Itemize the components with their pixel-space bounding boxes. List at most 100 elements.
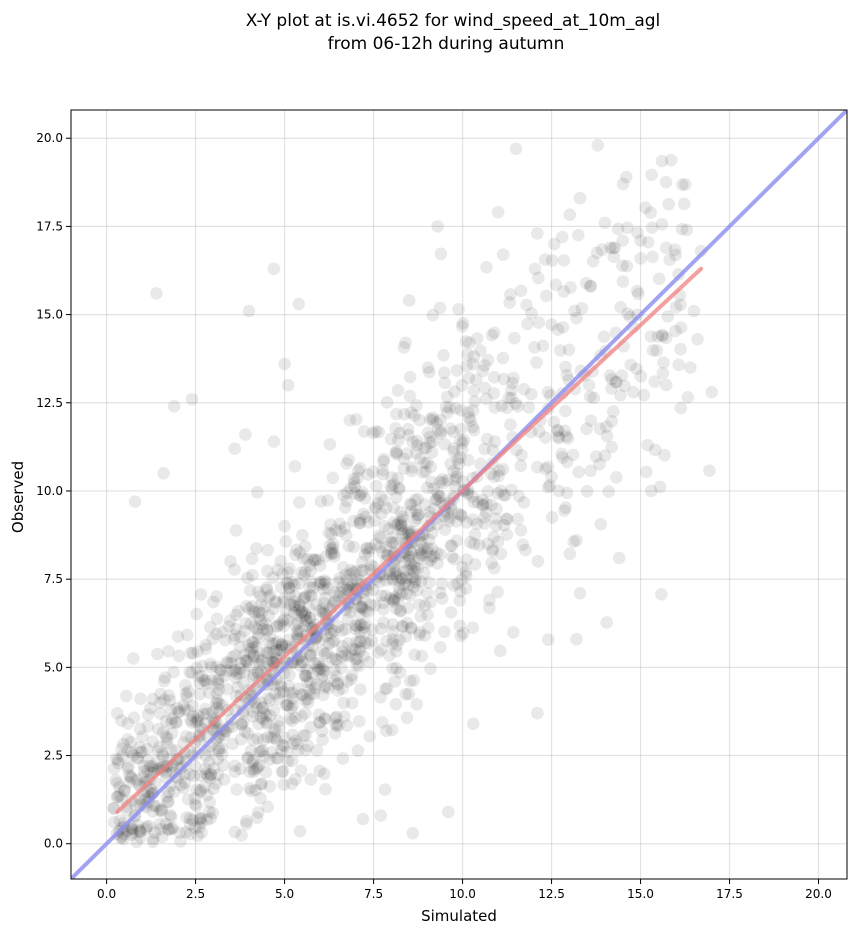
data-point (547, 237, 561, 251)
data-point (332, 576, 345, 589)
data-point (377, 455, 390, 468)
data-point (481, 353, 495, 367)
data-point (188, 821, 202, 835)
data-point (262, 646, 276, 660)
data-point (584, 464, 598, 478)
data-point (254, 695, 267, 709)
data-point (342, 539, 356, 553)
data-point (122, 776, 136, 789)
data-point (261, 691, 275, 705)
data-point (263, 693, 277, 707)
data-point (486, 542, 499, 556)
data-point (319, 622, 333, 636)
data-point (214, 663, 227, 677)
data-point (249, 783, 263, 797)
data-point (133, 823, 147, 837)
data-point (259, 708, 273, 722)
data-point (489, 512, 502, 525)
y-tick-label: 12.5 (36, 396, 63, 410)
data-point (235, 718, 248, 731)
data-point (450, 514, 463, 528)
data-point (228, 563, 241, 576)
data-point (570, 632, 583, 646)
data-point (139, 822, 152, 836)
data-point (615, 369, 629, 382)
data-point (243, 584, 257, 597)
data-point (107, 815, 121, 829)
data-point (400, 447, 414, 460)
data-point (639, 201, 652, 215)
data-point (275, 744, 288, 758)
data-point (347, 540, 361, 554)
data-point (605, 414, 618, 428)
data-point (333, 586, 347, 599)
data-point (305, 589, 319, 603)
data-point (494, 547, 508, 561)
data-point (244, 784, 258, 798)
data-point (573, 191, 587, 205)
data-point (117, 832, 130, 846)
data-point (322, 681, 336, 695)
data-point (251, 485, 264, 499)
data-point (133, 745, 147, 759)
data-point (317, 669, 330, 682)
data-point (247, 650, 261, 663)
data-point (397, 341, 411, 354)
data-point (329, 711, 342, 725)
data-point (245, 552, 259, 566)
data-point (261, 564, 274, 578)
data-point (358, 548, 372, 561)
data-point (312, 578, 326, 591)
x-tick-label: 5.0 (275, 887, 294, 901)
data-point (479, 505, 493, 519)
data-point (198, 780, 211, 794)
data-point (506, 376, 519, 390)
data-point (293, 625, 307, 638)
data-point (246, 568, 259, 582)
data-point (404, 557, 418, 571)
data-point (349, 652, 363, 666)
data-point (570, 311, 583, 325)
data-point (394, 604, 408, 618)
data-point (459, 569, 473, 583)
data-point (266, 571, 280, 584)
data-point (298, 707, 312, 720)
data-point (273, 618, 287, 631)
data-point (184, 713, 198, 727)
data-point (431, 423, 445, 436)
data-point (194, 588, 208, 601)
data-point (404, 406, 418, 419)
data-point (239, 428, 252, 441)
data-point (419, 465, 432, 478)
data-point (326, 471, 340, 485)
data-point (178, 776, 192, 790)
data-point (473, 538, 486, 552)
data-point (240, 814, 253, 828)
data-point (657, 356, 670, 369)
data-point (575, 302, 589, 315)
data-point (456, 475, 470, 488)
data-point (455, 379, 469, 392)
data-point (423, 412, 437, 426)
data-point (372, 425, 386, 439)
data-point (376, 463, 390, 477)
data-point (440, 406, 454, 420)
data-point (389, 645, 403, 658)
data-point (560, 486, 574, 500)
data-point (531, 554, 545, 568)
data-point (470, 517, 484, 531)
data-point (584, 280, 598, 293)
data-point (276, 614, 290, 628)
data-point (321, 582, 335, 595)
data-point (295, 710, 308, 723)
data-point (393, 633, 406, 647)
data-point (634, 252, 647, 265)
data-point (185, 666, 198, 680)
data-point (450, 470, 463, 484)
data-point (389, 490, 403, 504)
data-point (438, 376, 452, 390)
data-point (197, 674, 211, 687)
data-point (399, 687, 413, 701)
data-point (478, 442, 491, 456)
data-point (603, 241, 617, 254)
